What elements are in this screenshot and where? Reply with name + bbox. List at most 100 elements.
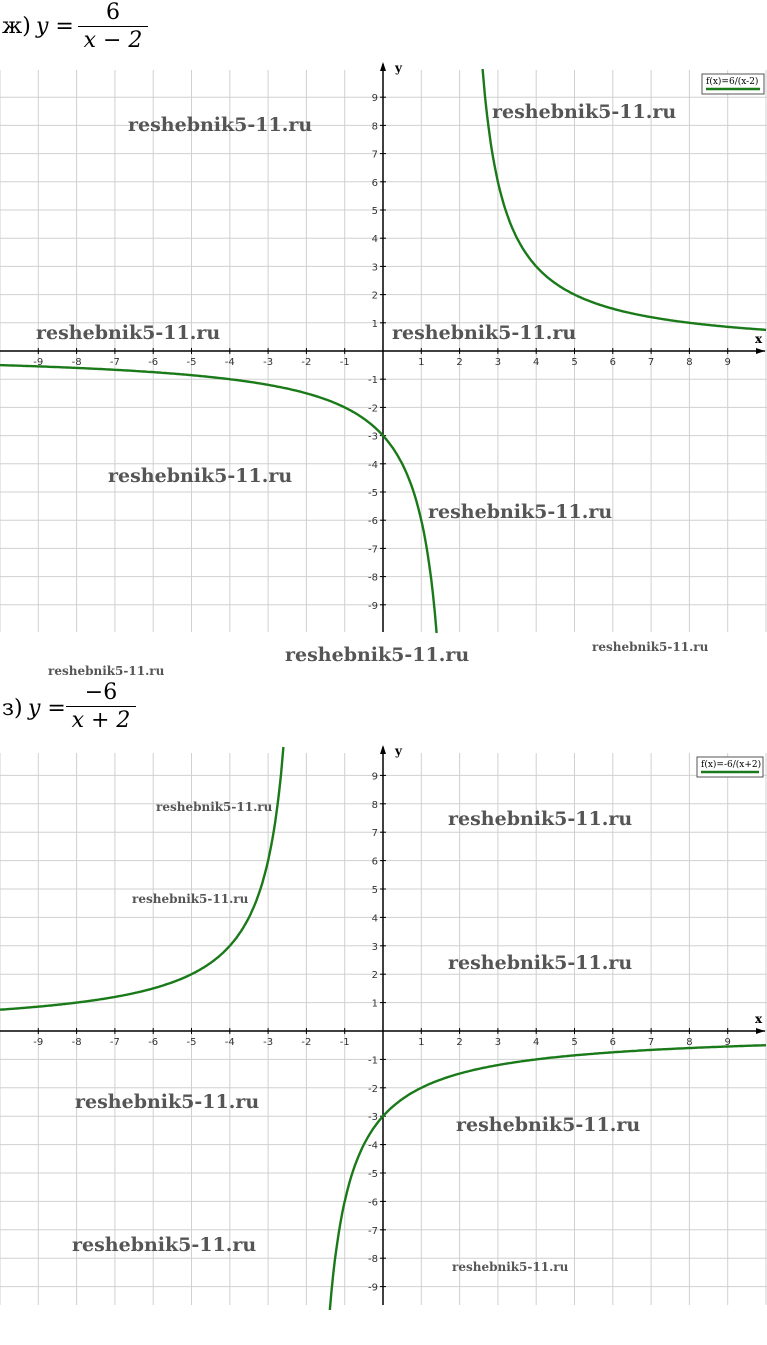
formula-denominator: x − 2 bbox=[83, 28, 143, 53]
formula-lhs: y = bbox=[28, 696, 66, 721]
x-tick-label: -2 bbox=[301, 357, 311, 368]
x-tick-label: 3 bbox=[495, 357, 501, 368]
y-tick-label: 6 bbox=[372, 857, 378, 868]
x-tick-label: 2 bbox=[456, 357, 462, 368]
y-tick-label: 8 bbox=[372, 121, 378, 132]
y-tick-label: 2 bbox=[372, 970, 378, 981]
y-tick-label: -6 bbox=[368, 1197, 378, 1208]
watermark: reshebnik5-11.ru bbox=[128, 114, 312, 136]
y-tick-label: 5 bbox=[372, 206, 378, 217]
y-axis-arrow bbox=[380, 745, 386, 754]
y-tick-label: -9 bbox=[368, 1283, 378, 1294]
y-tick-label: -7 bbox=[368, 544, 378, 555]
x-tick-label: 7 bbox=[648, 357, 654, 368]
x-tick-label: -7 bbox=[110, 357, 120, 368]
x-axis-label: x bbox=[755, 332, 763, 346]
x-tick-label: -8 bbox=[72, 1037, 82, 1048]
watermark: reshebnik5-11.ru bbox=[75, 1091, 259, 1113]
formula-numerator: −6 bbox=[84, 680, 118, 705]
y-tick-label: -4 bbox=[368, 460, 378, 471]
x-tick-label: 3 bbox=[495, 1037, 501, 1048]
x-tick-label: -3 bbox=[263, 1037, 273, 1048]
y-tick-label: 2 bbox=[372, 291, 378, 302]
y-tick-label: 9 bbox=[372, 771, 378, 782]
y-tick-label: 7 bbox=[372, 150, 378, 161]
legend-entry: f(x)=-6/(x+2) bbox=[701, 759, 761, 770]
watermark: reshebnik5-11.ru bbox=[392, 322, 576, 344]
formula-fraction: −6 x + 2 bbox=[66, 680, 136, 733]
x-tick-label: -6 bbox=[148, 357, 158, 368]
y-tick-label: 3 bbox=[372, 262, 378, 273]
task-zh-formula: ж) y = 6 x − 2 bbox=[0, 0, 200, 62]
y-tick-label: -2 bbox=[368, 1084, 378, 1095]
legend: f(x)=6/(x-2) bbox=[701, 73, 765, 95]
series-line-branch-1 bbox=[0, 363, 438, 634]
chart-zh: x y -9 -8 -7 -6 -5 -4 -3 -2 -1 1 2 3 4 5 6 7 8 9 9 8 7 6 5 4 3 2 1 -1… bbox=[0, 62, 767, 634]
x-axis-label: x bbox=[755, 1012, 763, 1026]
x-tick-label: 6 bbox=[610, 357, 616, 368]
x-axis-arrow bbox=[756, 348, 765, 354]
y-tick-label: 4 bbox=[372, 913, 378, 924]
x-tick-label: -7 bbox=[110, 1037, 120, 1048]
watermark: reshebnik5-11.ru bbox=[48, 664, 165, 678]
x-tick-label: -5 bbox=[187, 357, 197, 368]
x-tick-label: 9 bbox=[725, 1037, 731, 1048]
watermark: reshebnik5-11.ru bbox=[592, 640, 709, 654]
x-tick-label: 5 bbox=[571, 357, 577, 368]
watermark: reshebnik5-11.ru bbox=[448, 952, 632, 974]
fraction-bar bbox=[66, 706, 136, 707]
y-tick-label: 4 bbox=[372, 234, 378, 245]
task-z-formula: з) y = −6 x + 2 bbox=[0, 680, 200, 742]
watermark: reshebnik5-11.ru bbox=[36, 322, 220, 344]
x-tick-label: 7 bbox=[648, 1037, 654, 1048]
formula-fraction: 6 x − 2 bbox=[78, 0, 148, 53]
watermark: reshebnik5-11.ru bbox=[285, 644, 470, 666]
x-tick-label: 8 bbox=[686, 1037, 692, 1048]
y-tick-label: -8 bbox=[368, 573, 378, 584]
y-tick-label: -1 bbox=[368, 375, 378, 386]
y-tick-label: 8 bbox=[372, 800, 378, 811]
y-tick-label: -9 bbox=[368, 601, 378, 612]
x-tick-label: 2 bbox=[456, 1037, 462, 1048]
x-tick-label: 8 bbox=[686, 357, 692, 368]
x-tick-label: 6 bbox=[610, 1037, 616, 1048]
y-tick-label: 9 bbox=[372, 93, 378, 104]
y-tick-label: -2 bbox=[368, 403, 378, 414]
x-tick-label: -1 bbox=[340, 1037, 350, 1048]
x-axis-arrow bbox=[756, 1028, 765, 1034]
x-tick-label: -3 bbox=[263, 357, 273, 368]
y-tick-label: 6 bbox=[372, 178, 378, 189]
x-tick-label: -6 bbox=[148, 1037, 158, 1048]
y-tick-label: 7 bbox=[372, 828, 378, 839]
x-tick-label: -9 bbox=[33, 1037, 43, 1048]
x-tick-label: -1 bbox=[340, 357, 350, 368]
watermark: reshebnik5-11.ru bbox=[132, 892, 249, 906]
fraction-bar bbox=[78, 26, 148, 27]
series-line-branch-2 bbox=[481, 68, 767, 332]
x-tick-label: -4 bbox=[225, 1037, 235, 1048]
watermark: reshebnik5-11.ru bbox=[492, 101, 676, 123]
x-tick-label: 4 bbox=[533, 1037, 539, 1048]
y-tick-label: 5 bbox=[372, 885, 378, 896]
x-tick-label: 9 bbox=[725, 357, 731, 368]
x-tick-label: -4 bbox=[225, 357, 235, 368]
y-tick-label: -4 bbox=[368, 1141, 378, 1152]
formula-numerator: 6 bbox=[106, 0, 120, 25]
y-tick-label: -5 bbox=[368, 488, 378, 499]
y-tick-label: -6 bbox=[368, 516, 378, 527]
y-axis-arrow bbox=[380, 62, 386, 71]
watermark: reshebnik5-11.ru bbox=[156, 800, 273, 814]
x-tick-label: -8 bbox=[72, 357, 82, 368]
y-tick-label: 3 bbox=[372, 942, 378, 953]
watermark: reshebnik5-11.ru bbox=[72, 1234, 256, 1256]
task-label: з) bbox=[2, 696, 23, 721]
x-tick-label: -9 bbox=[33, 357, 43, 368]
y-tick-label: -3 bbox=[368, 1112, 378, 1123]
chart-z: x y -9 -8 -7 -6 -5 -4 -3 -2 -1 1 2 3 4 5 6 7 8 9 9 8 7 6 5 4 3 2 1 -1… bbox=[0, 745, 767, 1310]
y-tick-label: 1 bbox=[372, 319, 378, 330]
y-tick-label: 1 bbox=[372, 999, 378, 1010]
y-tick-label: -7 bbox=[368, 1226, 378, 1237]
y-tick-label: -3 bbox=[368, 432, 378, 443]
x-tick-label: 4 bbox=[533, 357, 539, 368]
x-tick-label: 1 bbox=[418, 1037, 424, 1048]
